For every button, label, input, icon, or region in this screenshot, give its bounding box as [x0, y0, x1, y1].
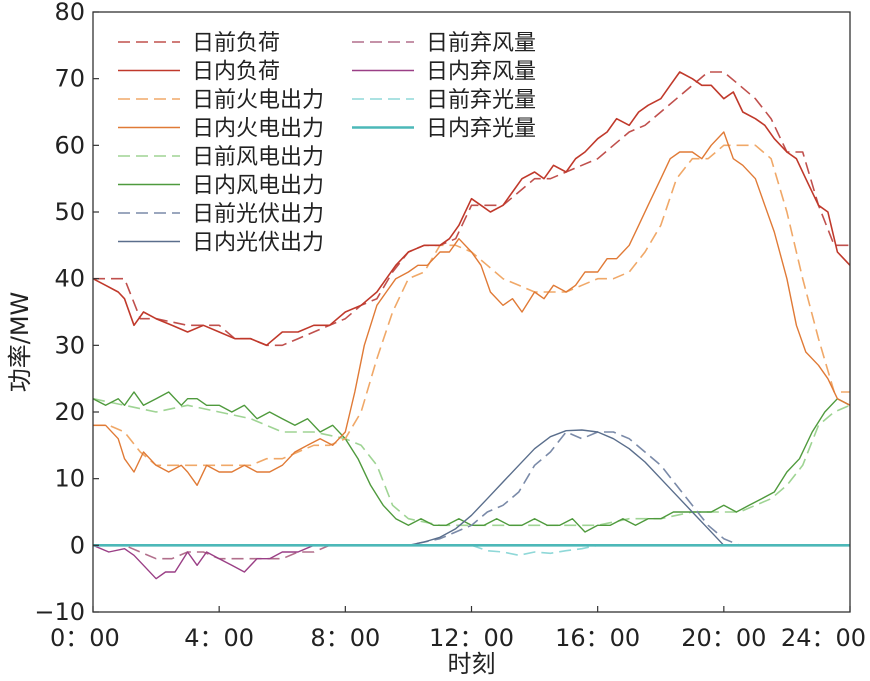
x-tick-label: 20：00	[681, 624, 766, 652]
x-axis-title: 时刻	[448, 650, 496, 678]
y-tick-label: 50	[54, 198, 85, 226]
y-tick-label: 60	[54, 131, 85, 159]
y-axis-title: 功率/MW	[6, 292, 34, 393]
legend-label: 日内火电出力	[192, 117, 324, 142]
y-tick-label: −10	[34, 598, 85, 626]
y-tick-label: 80	[54, 0, 85, 26]
series-line	[93, 131, 851, 486]
legend-label: 日前弃光量	[426, 88, 536, 113]
legend: 日前负荷日内负荷日前火电出力日内火电出力日前风电出力日内风电出力日前光伏出力日内…	[118, 31, 536, 256]
y-tick-label: 0	[70, 531, 85, 559]
series-line	[93, 429, 850, 546]
legend-label: 日内光伏出力	[192, 231, 324, 256]
x-tick-label: 8：00	[310, 624, 380, 652]
y-tick-label: 40	[54, 265, 85, 293]
series-line	[93, 544, 850, 560]
y-tick-label: 10	[54, 465, 85, 493]
x-tick-label: 4：00	[184, 624, 254, 652]
legend-label: 日前弃风量	[426, 31, 536, 56]
series-line	[92, 391, 851, 533]
ticks-layer: −10 0 10 20 30 40 50 60 70 80 0：00 4：00 8：00 12：00 16：…	[34, 0, 866, 652]
series-line	[92, 544, 850, 580]
y-tick-label: 20	[54, 398, 85, 426]
legend-label: 日前风电出力	[192, 145, 324, 170]
legend-label: 日内风电出力	[192, 174, 324, 199]
x-tick-label: 0：00	[50, 624, 120, 652]
series-line	[92, 397, 851, 527]
x-tick-label: 16：00	[555, 624, 640, 652]
legend-label: 日内弃光量	[426, 117, 536, 142]
legend-label: 日内弃风量	[426, 60, 536, 85]
series-layer	[92, 71, 851, 580]
series-line	[93, 431, 850, 547]
legend-label: 日内负荷	[192, 60, 280, 85]
series-line	[93, 544, 850, 557]
y-tick-label: 70	[54, 65, 85, 93]
legend-label: 日前负荷	[192, 31, 280, 56]
x-tick-label: 24：00	[781, 624, 866, 652]
legend-label: 日前火电出力	[192, 88, 324, 113]
x-tick-label: 12：00	[429, 624, 514, 652]
legend-label: 日前光伏出力	[192, 202, 324, 227]
y-tick-label: 30	[54, 331, 85, 359]
series-line	[92, 71, 851, 347]
